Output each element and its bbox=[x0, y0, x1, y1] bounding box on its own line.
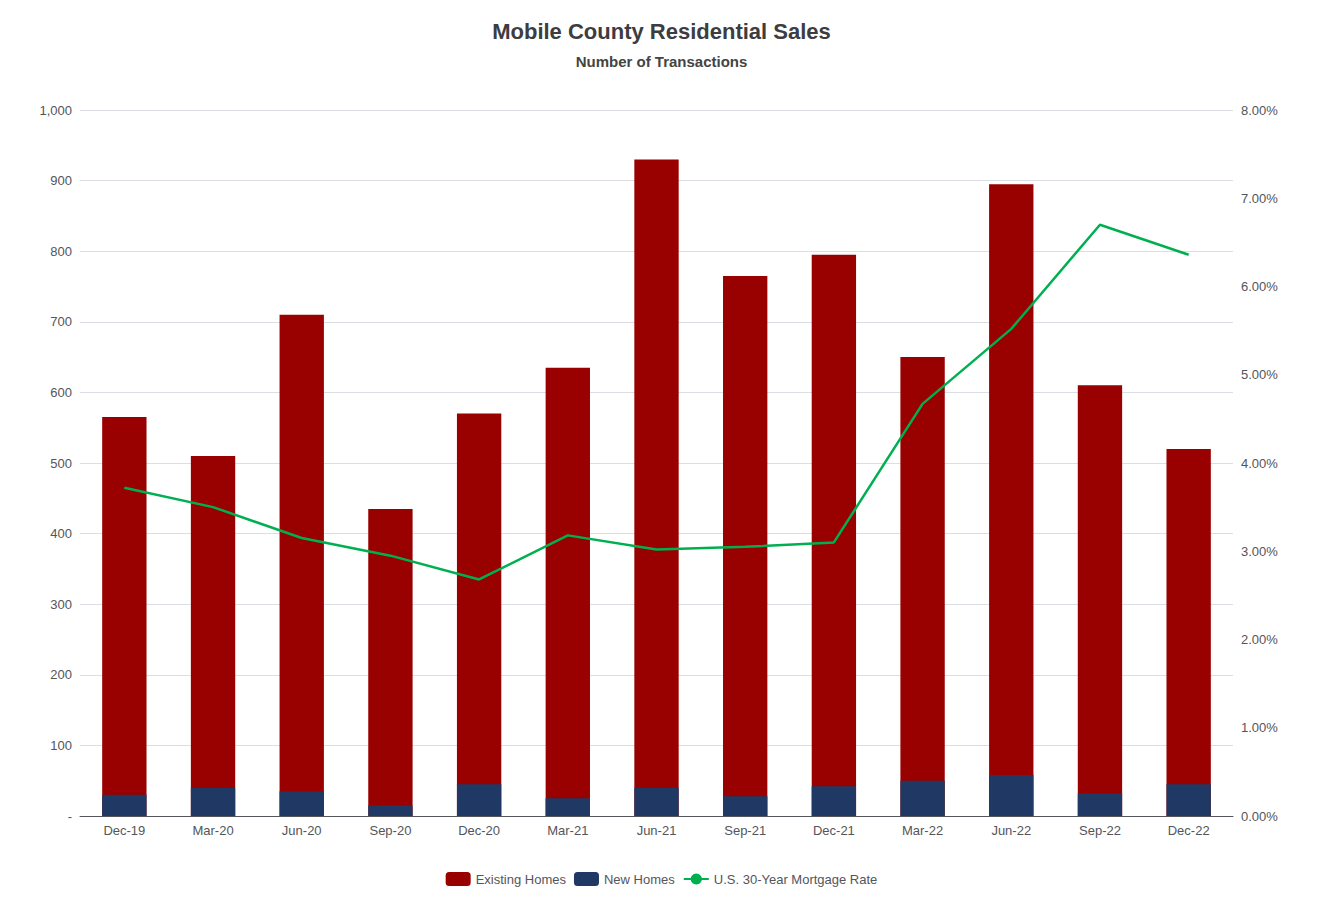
svg-text:Jun-21: Jun-21 bbox=[637, 823, 677, 838]
svg-text:Sep-21: Sep-21 bbox=[724, 823, 766, 838]
svg-text:400: 400 bbox=[50, 526, 72, 541]
svg-text:U.S. 30-Year Mortgage Rate: U.S. 30-Year Mortgage Rate bbox=[714, 872, 878, 887]
svg-text:100: 100 bbox=[50, 738, 72, 753]
svg-text:5.00%: 5.00% bbox=[1241, 367, 1278, 382]
svg-text:Dec-20: Dec-20 bbox=[458, 823, 500, 838]
svg-text:0.00%: 0.00% bbox=[1241, 809, 1278, 824]
svg-text:New Homes: New Homes bbox=[604, 872, 675, 887]
svg-text:Mobile County Residential Sale: Mobile County Residential Sales bbox=[492, 19, 831, 44]
svg-text:3.00%: 3.00% bbox=[1241, 544, 1278, 559]
svg-text:Dec-22: Dec-22 bbox=[1168, 823, 1210, 838]
svg-text:Sep-22: Sep-22 bbox=[1079, 823, 1121, 838]
svg-text:1.00%: 1.00% bbox=[1241, 720, 1278, 735]
svg-text:Number of Transactions: Number of Transactions bbox=[576, 53, 748, 70]
svg-text:200: 200 bbox=[50, 667, 72, 682]
svg-text:Dec-21: Dec-21 bbox=[813, 823, 855, 838]
svg-text:6.00%: 6.00% bbox=[1241, 279, 1278, 294]
svg-text:600: 600 bbox=[50, 385, 72, 400]
svg-text:4.00%: 4.00% bbox=[1241, 456, 1278, 471]
svg-text:Mar-22: Mar-22 bbox=[902, 823, 943, 838]
svg-text:700: 700 bbox=[50, 314, 72, 329]
svg-text:8.00%: 8.00% bbox=[1241, 103, 1278, 118]
svg-text:900: 900 bbox=[50, 173, 72, 188]
svg-text:Jun-22: Jun-22 bbox=[991, 823, 1031, 838]
svg-text:Dec-19: Dec-19 bbox=[103, 823, 145, 838]
svg-text:-: - bbox=[68, 809, 72, 824]
svg-text:Jun-20: Jun-20 bbox=[282, 823, 322, 838]
svg-text:Sep-20: Sep-20 bbox=[369, 823, 411, 838]
svg-text:800: 800 bbox=[50, 244, 72, 259]
svg-text:7.00%: 7.00% bbox=[1241, 191, 1278, 206]
svg-text:Existing Homes: Existing Homes bbox=[476, 872, 567, 887]
svg-text:500: 500 bbox=[50, 456, 72, 471]
svg-text:300: 300 bbox=[50, 597, 72, 612]
svg-text:Mar-20: Mar-20 bbox=[192, 823, 233, 838]
svg-text:Mar-21: Mar-21 bbox=[547, 823, 588, 838]
svg-text:2.00%: 2.00% bbox=[1241, 632, 1278, 647]
svg-text:1,000: 1,000 bbox=[39, 103, 72, 118]
